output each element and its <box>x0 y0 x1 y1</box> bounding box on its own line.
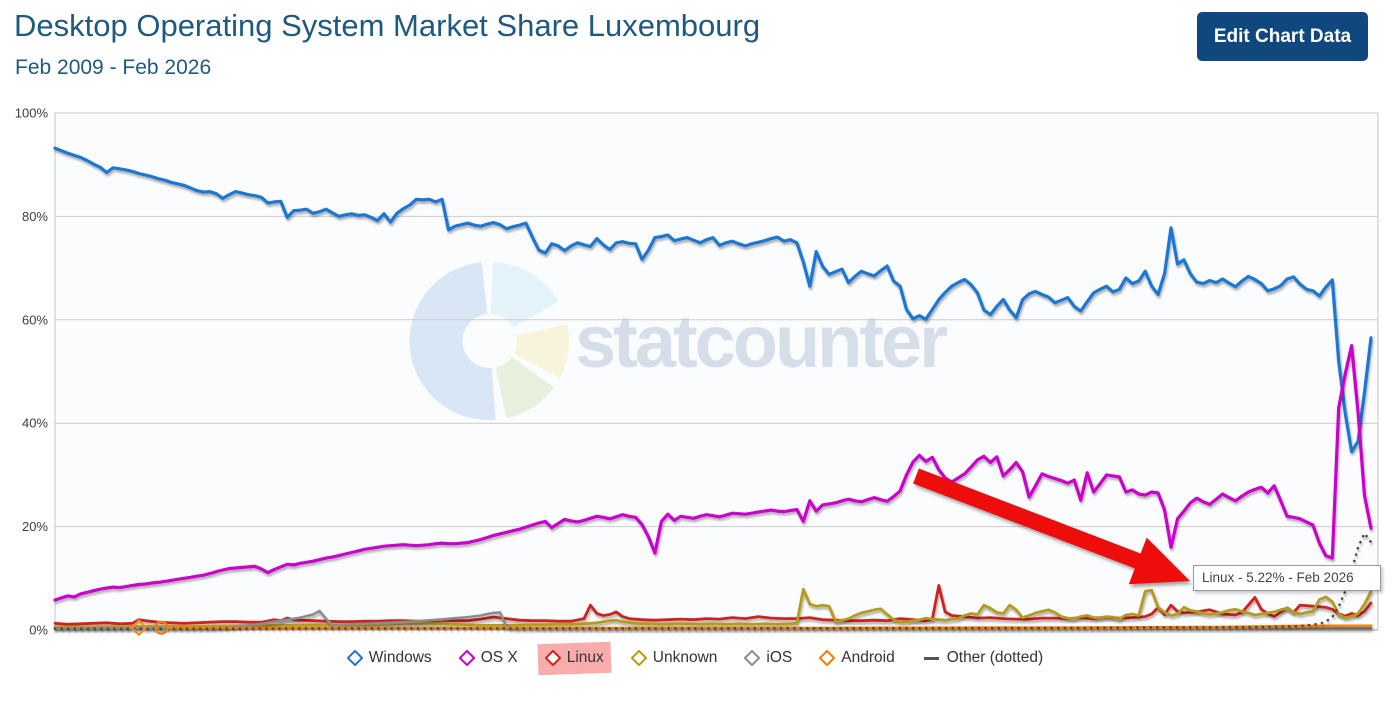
legend-item-other-dotted-[interactable]: Other (dotted) <box>922 646 1046 670</box>
page-title: Desktop Operating System Market Share Lu… <box>14 8 761 43</box>
legend-label: Windows <box>368 649 432 666</box>
watermark-logo-slice <box>490 262 559 328</box>
y-axis-tick-label: 20% <box>22 519 48 534</box>
y-axis-tick-label: 0% <box>29 623 48 638</box>
legend-label: OS X <box>480 649 518 666</box>
legend-label: Other (dotted) <box>946 649 1044 666</box>
legend-item-unknown[interactable]: Unknown <box>630 646 720 670</box>
watermark-text: statcounter <box>575 300 947 383</box>
legend-diamond-icon <box>458 649 476 667</box>
y-axis-tick-label: 80% <box>22 209 48 224</box>
legend-item-windows[interactable]: Windows <box>346 646 434 670</box>
legend-label: Linux <box>566 649 604 666</box>
chart-tooltip: Linux - 5.22% - Feb 2026 <box>1193 565 1381 591</box>
legend-diamond-icon <box>743 649 761 667</box>
data-point-diamond-marker[interactable] <box>130 619 148 637</box>
legend-diamond-icon <box>818 649 836 667</box>
chart-tooltip-text: Linux - 5.22% - Feb 2026 <box>1202 570 1354 585</box>
watermark-logo-slice <box>495 356 554 419</box>
data-point-circle-marker[interactable] <box>154 620 169 635</box>
series-line-windows[interactable] <box>53 146 1373 454</box>
y-axis-tick-label: 60% <box>22 312 48 327</box>
legend-item-android[interactable]: Android <box>818 646 896 670</box>
legend-item-ios[interactable]: iOS <box>743 646 794 670</box>
y-axis-tick-label: 100% <box>15 106 49 121</box>
y-axis-tick-label: 40% <box>22 416 48 431</box>
page-subtitle: Feb 2009 - Feb 2026 <box>15 56 212 79</box>
watermark-logo-slice <box>409 262 496 421</box>
statcounter-watermark: statcounter <box>409 262 950 421</box>
red-arrow-annotation-icon <box>913 468 1190 585</box>
series-line-os-x[interactable] <box>53 344 1373 602</box>
legend-dash-icon <box>923 656 939 660</box>
edit-chart-data-button[interactable]: Edit Chart Data <box>1197 12 1368 61</box>
series-line-unknown[interactable] <box>53 587 1373 629</box>
legend-item-os-x[interactable]: OS X <box>458 646 520 670</box>
legend-label: Unknown <box>652 649 718 666</box>
legend-item-linux[interactable]: Linux <box>537 641 612 676</box>
plot-border <box>54 113 1379 630</box>
grid-and-axes: 0% 20% 40% 60% 80% 100% <box>15 106 1379 638</box>
legend-label: iOS <box>766 649 793 666</box>
legend-label: Android <box>841 649 895 666</box>
plot-area <box>55 113 1378 630</box>
legend-diamond-icon <box>346 649 364 667</box>
legend-diamond-icon <box>630 649 648 667</box>
watermark-logo-slice <box>513 324 570 379</box>
chart-legend: Windows OS X Linux Unknown iOS Android Other (… <box>0 641 1392 676</box>
